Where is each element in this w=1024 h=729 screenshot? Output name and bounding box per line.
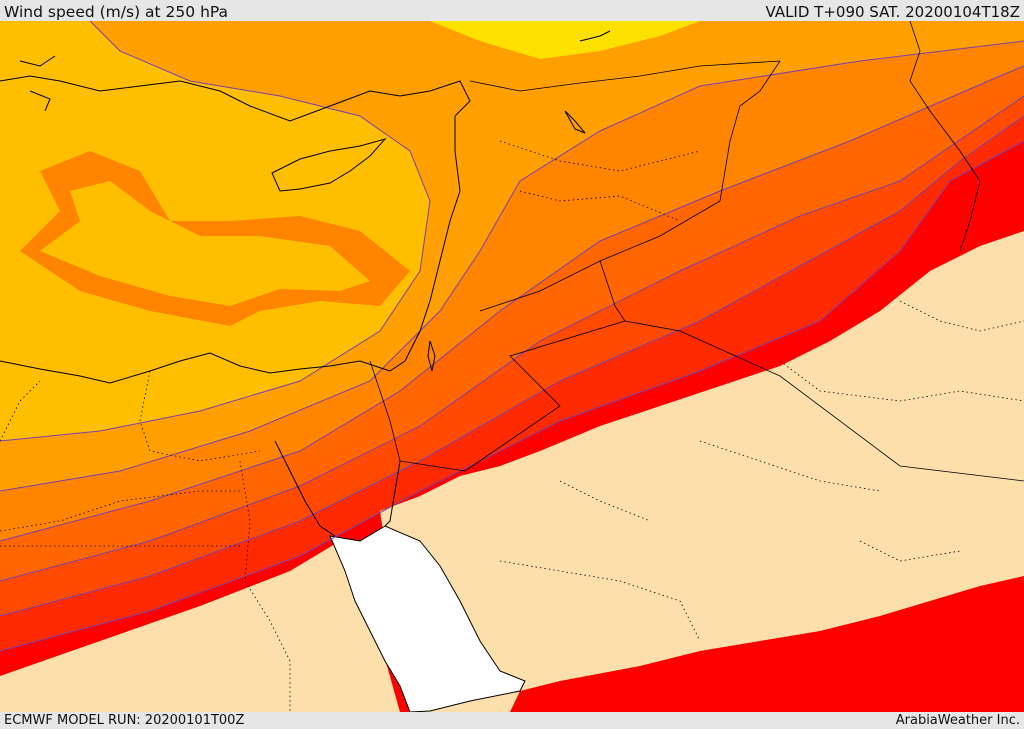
footer-bar: ECMWF MODEL RUN: 20200101T00Z ArabiaWeat… [0, 712, 1024, 729]
band-8 [430, 21, 700, 59]
province-borders [0, 140, 1024, 712]
model-run: ECMWF MODEL RUN: 20200101T00Z [4, 713, 245, 728]
speed-contours [0, 21, 1024, 652]
band-7-core [40, 181, 370, 306]
header-bar: Wind speed (m/s) at 250 hPa VALID T+090 … [0, 0, 1024, 21]
borders [369, 21, 1024, 482]
valid-time: VALID T+090 SAT. 20200104T18Z [765, 3, 1020, 21]
red-sea [329, 525, 526, 712]
coastlines [0, 30, 611, 537]
credit: ArabiaWeather Inc. [895, 713, 1020, 728]
map-title: Wind speed (m/s) at 250 hPa [4, 3, 229, 21]
wind-speed-map[interactable] [0, 21, 1024, 712]
band-lightest-east [380, 231, 1024, 712]
band-lightest-west [0, 541, 400, 712]
map-canvas [0, 21, 1024, 712]
